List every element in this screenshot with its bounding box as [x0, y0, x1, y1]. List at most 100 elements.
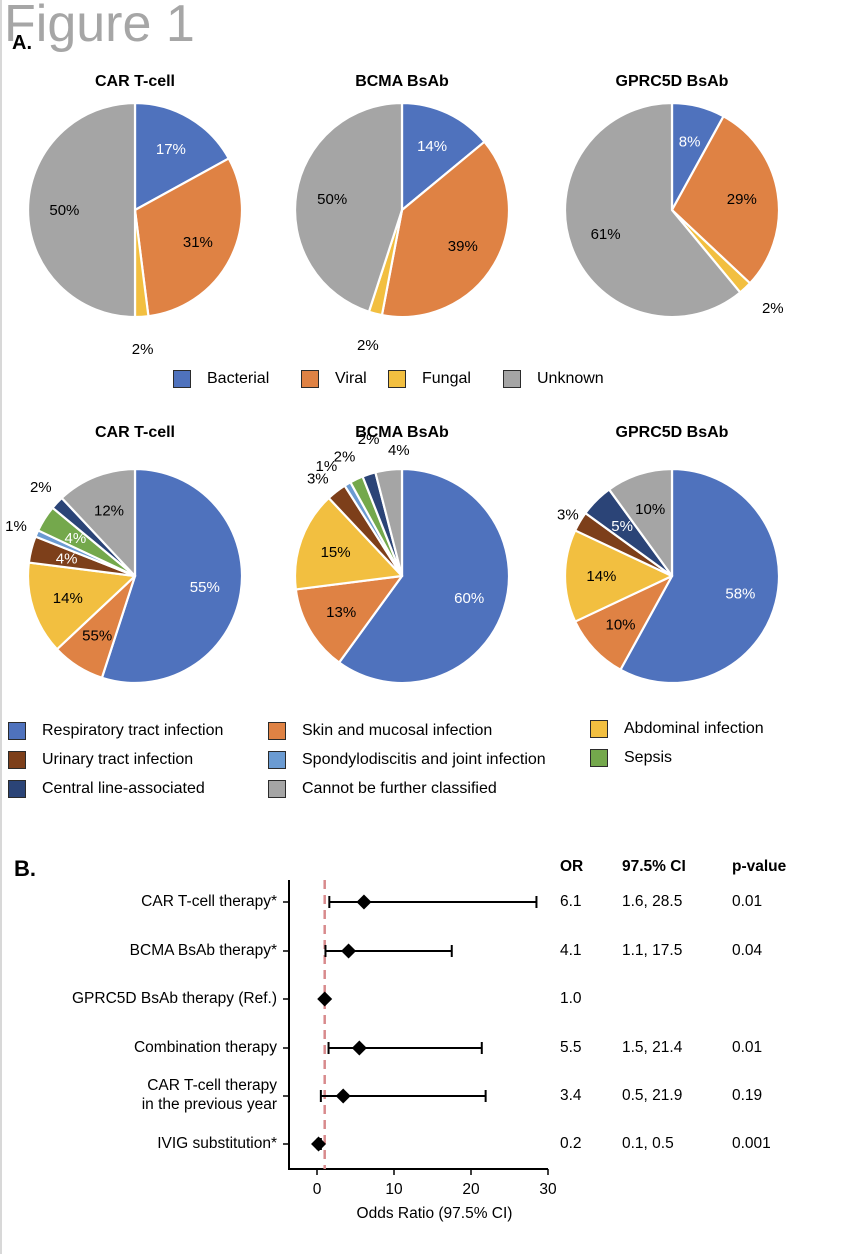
pie-title: BCMA BsAb — [355, 73, 449, 90]
legend-item-respiratory-tract-infection: Respiratory tract infection — [8, 722, 223, 740]
ci-value: 0.1, 0.5 — [622, 1135, 674, 1152]
legend-swatch — [173, 370, 191, 388]
pie-data-label: 3% — [307, 470, 329, 487]
pie-data-label: 4% — [56, 550, 78, 567]
legend-label: Viral — [335, 370, 367, 387]
p-value: 0.19 — [732, 1087, 763, 1104]
pie-data-label: 13% — [326, 604, 356, 621]
p-value: 0.01 — [732, 1039, 763, 1056]
pie-data-label: 60% — [454, 590, 484, 607]
forest-row-label: IVIG substitution* — [157, 1134, 277, 1153]
pie-data-label: 10% — [635, 501, 665, 518]
row-label-line: GPRC5D BsAb therapy (Ref.) — [71, 989, 277, 1007]
pie-slice-unknown — [563, 101, 742, 319]
ci-value: 0.5, 21.9 — [622, 1087, 683, 1104]
legend-label: Spondylodiscitis and joint infection — [302, 751, 546, 768]
odds-ratio-marker — [341, 943, 357, 959]
legend-swatch — [268, 751, 286, 769]
legend-swatch — [8, 780, 26, 798]
or-value: 6.1 — [560, 893, 582, 910]
forest-row-combination-therapy — [283, 1040, 483, 1056]
legend-swatch — [268, 722, 286, 740]
pie-data-label: 2% — [357, 337, 379, 354]
pie-slice-unknown — [293, 101, 404, 313]
pie-data-label: 61% — [591, 226, 621, 243]
pie-slice-viral — [133, 157, 244, 318]
pie-slice-viral — [670, 115, 781, 285]
pie-data-label: 2% — [334, 449, 356, 466]
or-value: 4.1 — [560, 942, 582, 959]
legend-label: Central line-associated — [42, 780, 205, 797]
x-tick-label: 20 — [462, 1181, 480, 1198]
row-label-line: CAR T-cell therapy* — [141, 892, 277, 910]
legend-item-sepsis: Sepsis — [590, 749, 672, 767]
p-value: 0.01 — [732, 893, 763, 910]
pie-pathogen-car-t-cell: CAR T-cell 17% 31% 2% 50% — [26, 73, 244, 358]
legend-item-central-line-associated: Central line-associated — [8, 780, 205, 798]
x-tick-label: 30 — [539, 1181, 557, 1198]
pie-title: BCMA BsAb — [355, 424, 449, 441]
pie-slice-cannot-be-further-classified — [608, 467, 674, 578]
panel-a-label: A. — [12, 32, 32, 54]
legend-item-bacterial: Bacterial — [173, 370, 269, 388]
legend-swatch — [388, 370, 406, 388]
forest-row-bcma-bsab-therapy — [283, 943, 453, 959]
pie-data-label: 3% — [557, 506, 579, 523]
x-tick-label: 10 — [385, 1181, 403, 1198]
pie-data-label: 14% — [53, 590, 83, 607]
or-value: 5.5 — [560, 1039, 582, 1056]
odds-ratio-marker — [317, 991, 333, 1007]
forest-row-car-t-cell-therapy-in-the-previous-year — [283, 1088, 487, 1104]
pie-charts: CAR T-cell 17% 31% 2% 50% BCMA BsAb 14% 39% 2% 50… — [5, 73, 784, 685]
pie-data-label: 39% — [448, 238, 478, 255]
legend-item-abdominal-infection: Abdominal infection — [590, 720, 764, 738]
legend-swatch — [8, 722, 26, 740]
pie-data-label: 4% — [65, 530, 87, 547]
pie-data-label: 2% — [132, 341, 154, 358]
pie-title: GPRC5D BsAb — [616, 424, 729, 441]
pie-data-label: 2% — [358, 431, 380, 448]
pie-title: GPRC5D BsAb — [616, 73, 729, 90]
legend-label: Abdominal infection — [624, 720, 764, 737]
forest-row-ivig-substitution — [283, 1136, 327, 1152]
p-value: 0.001 — [732, 1135, 771, 1152]
legend-item-skin-and-mucosal-infection: Skin and mucosal infection — [268, 722, 492, 740]
legend-label: Cannot be further classified — [302, 780, 497, 797]
legend-item-spondylodiscitis-and-joint-infection: Spondylodiscitis and joint infection — [268, 751, 546, 769]
pie-slice-bacterial — [400, 101, 486, 212]
legend-item-urinary-tract-infection: Urinary tract infection — [8, 751, 193, 769]
legend-swatch — [590, 749, 608, 767]
pie-site-car-t-cell: CAR T-cell 55% 55% 14% 4% 1% 4% 2% 12% — [5, 424, 244, 685]
or-value: 0.2 — [560, 1135, 582, 1152]
pie-data-label: 5% — [611, 518, 633, 535]
row-label-line: CAR T-cell therapy — [147, 1077, 277, 1094]
pie-data-label: 14% — [586, 568, 616, 585]
pie-slice-cannot-be-further-classified — [374, 467, 404, 578]
table-header-p-value: p-value — [732, 858, 787, 875]
pie-slice-abdominal-infection — [26, 561, 137, 651]
legend-swatch — [8, 751, 26, 769]
pie-data-label: 14% — [417, 138, 447, 155]
row-label-line: BCMA BsAb therapy* — [129, 941, 277, 959]
pie-data-label: 55% — [190, 579, 220, 596]
pie-title: CAR T-cell — [95, 424, 175, 441]
pie-data-label: 17% — [156, 141, 186, 158]
forest-row-label: GPRC5D BsAb therapy (Ref.) — [72, 989, 277, 1008]
pie-pathogen-bcma-bsab: BCMA BsAb 14% 39% 2% 50% — [293, 73, 511, 354]
row-label-line: Combination therapy — [133, 1038, 277, 1056]
forest-row-label: Combination therapy — [134, 1038, 277, 1057]
panel-b-label: B. — [14, 856, 36, 881]
pie-slice-respiratory-tract-infection — [619, 467, 781, 685]
pie-slice-respiratory-tract-infection — [100, 467, 244, 685]
pie-slice-respiratory-tract-infection — [338, 467, 511, 685]
pie-data-label: 1% — [5, 518, 27, 535]
pie-data-label: 58% — [725, 586, 755, 603]
legend-label: Urinary tract infection — [42, 751, 194, 768]
pie-data-label: 12% — [94, 502, 124, 519]
legend-item-unknown: Unknown — [503, 370, 604, 388]
row-label-line: in the previous year — [141, 1096, 277, 1113]
ci-value: 1.5, 21.4 — [622, 1039, 683, 1056]
pie-data-label: 10% — [605, 616, 635, 633]
